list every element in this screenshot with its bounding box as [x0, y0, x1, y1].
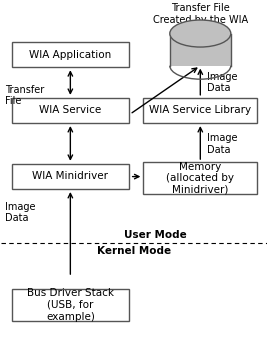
Bar — [143, 98, 257, 123]
Text: Kernel Mode: Kernel Mode — [97, 246, 171, 256]
Bar — [12, 164, 129, 189]
Bar — [12, 289, 129, 321]
Text: Transfer File
Created by the WIA
Service: Transfer File Created by the WIA Service — [153, 3, 248, 36]
Text: WIA Minidriver: WIA Minidriver — [32, 172, 108, 181]
Ellipse shape — [170, 20, 231, 47]
Text: Image
Data: Image Data — [5, 202, 36, 223]
Text: WIA Application: WIA Application — [29, 50, 111, 60]
Bar — [170, 33, 231, 66]
Bar — [12, 98, 129, 123]
Text: Memory
(allocated by
Minidriver): Memory (allocated by Minidriver) — [166, 162, 234, 195]
Bar — [12, 42, 129, 67]
Text: User Mode: User Mode — [124, 230, 187, 240]
Text: Image
Data: Image Data — [207, 72, 237, 93]
Text: Image
Data: Image Data — [207, 133, 237, 155]
Text: WIA Service Library: WIA Service Library — [149, 105, 251, 116]
Bar — [143, 162, 257, 194]
Text: Bus Driver Stack
(USB, for
example): Bus Driver Stack (USB, for example) — [27, 288, 114, 322]
Text: Transfer
File: Transfer File — [5, 85, 44, 106]
Text: WIA Service: WIA Service — [39, 105, 102, 116]
